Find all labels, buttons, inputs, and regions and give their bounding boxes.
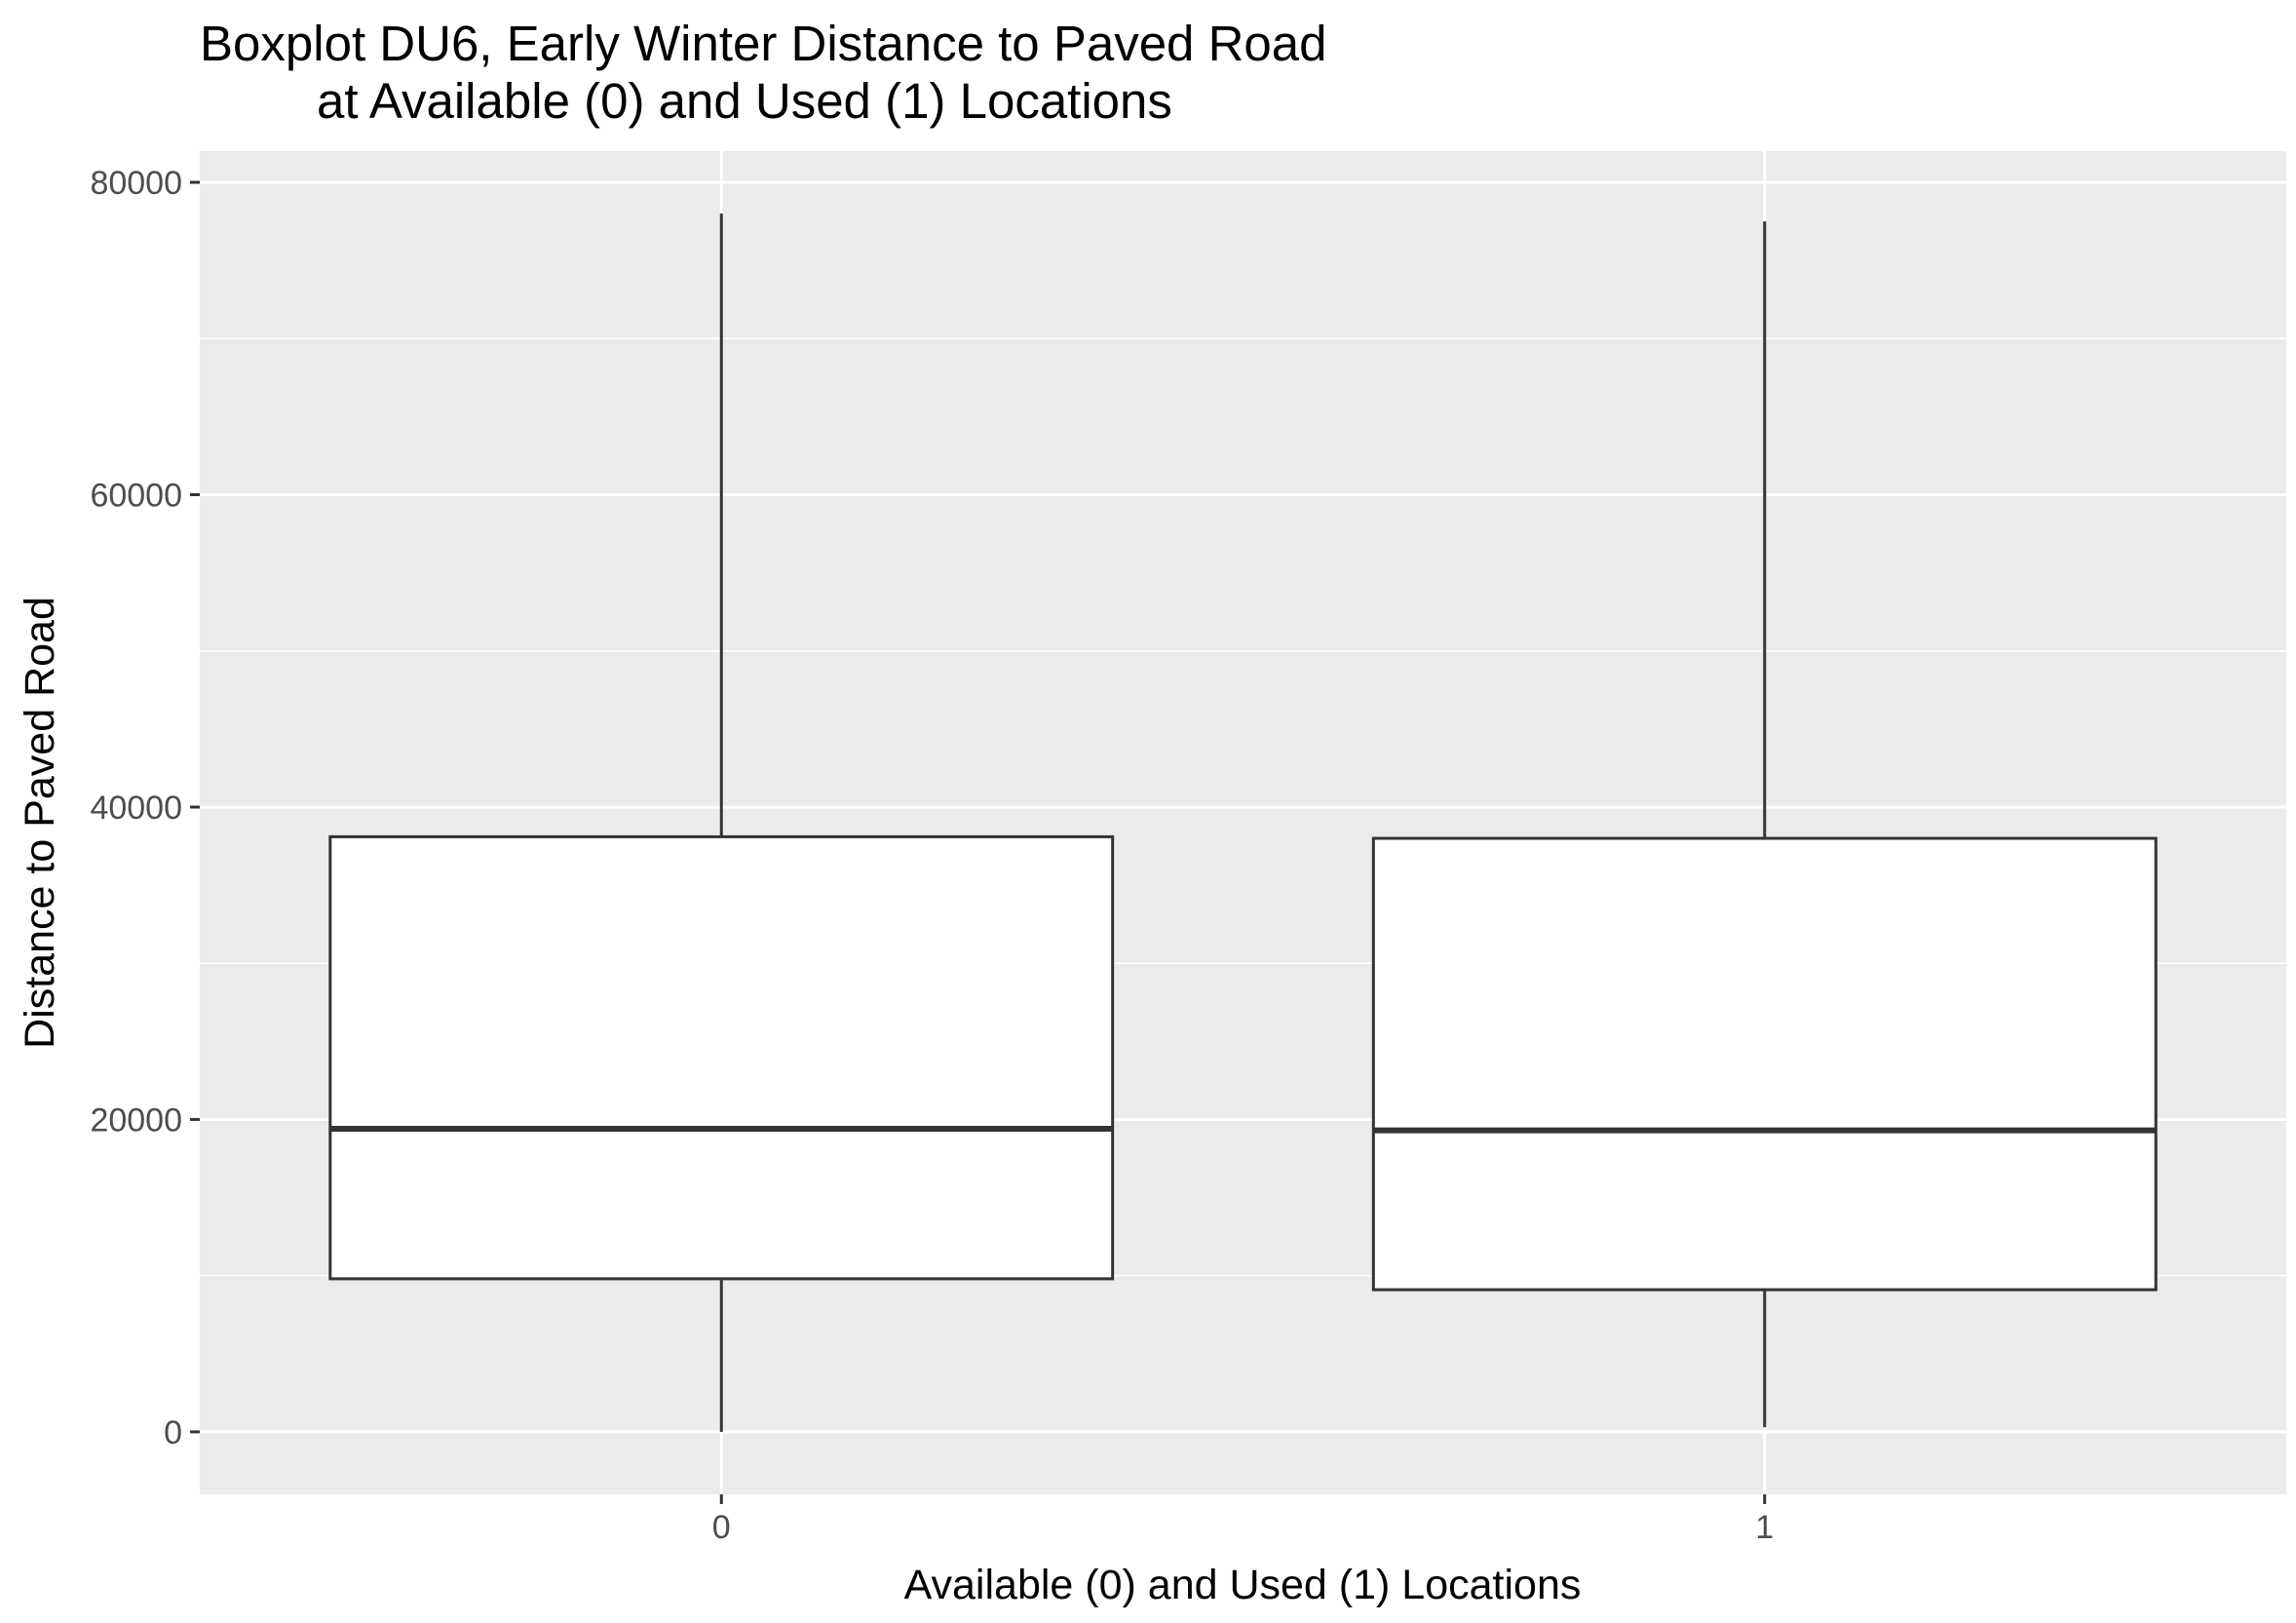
y-tick-label-0: 0 — [164, 1414, 182, 1451]
box-series — [328, 213, 2158, 1432]
y-axis: 0 20000 40000 60000 80000 — [90, 165, 200, 1451]
y-tick-label-3: 60000 — [90, 478, 182, 515]
box-iqr-1 — [1371, 836, 2158, 1292]
chart-title-line-2: at Available (0) and Used (1) Locations — [317, 73, 1172, 129]
y-tick-label-2: 40000 — [90, 790, 182, 827]
y-tick-label-1: 20000 — [90, 1101, 182, 1139]
box-group-0 — [328, 213, 1115, 1432]
x-tick-label-1: 1 — [1755, 1509, 1774, 1546]
x-tick-label-0: 0 — [712, 1509, 731, 1546]
y-tick-label-4: 80000 — [90, 165, 182, 202]
y-axis-title: Distance to Paved Road — [17, 597, 63, 1049]
box-iqr-0 — [328, 834, 1115, 1281]
chart-title-line-1: Boxplot DU6, Early Winter Distance to Pa… — [200, 16, 1327, 71]
plot-panel — [200, 151, 2286, 1494]
x-axis-title: Available (0) and Used (1) Locations — [904, 1562, 1582, 1608]
box-group-1 — [1371, 221, 2158, 1428]
